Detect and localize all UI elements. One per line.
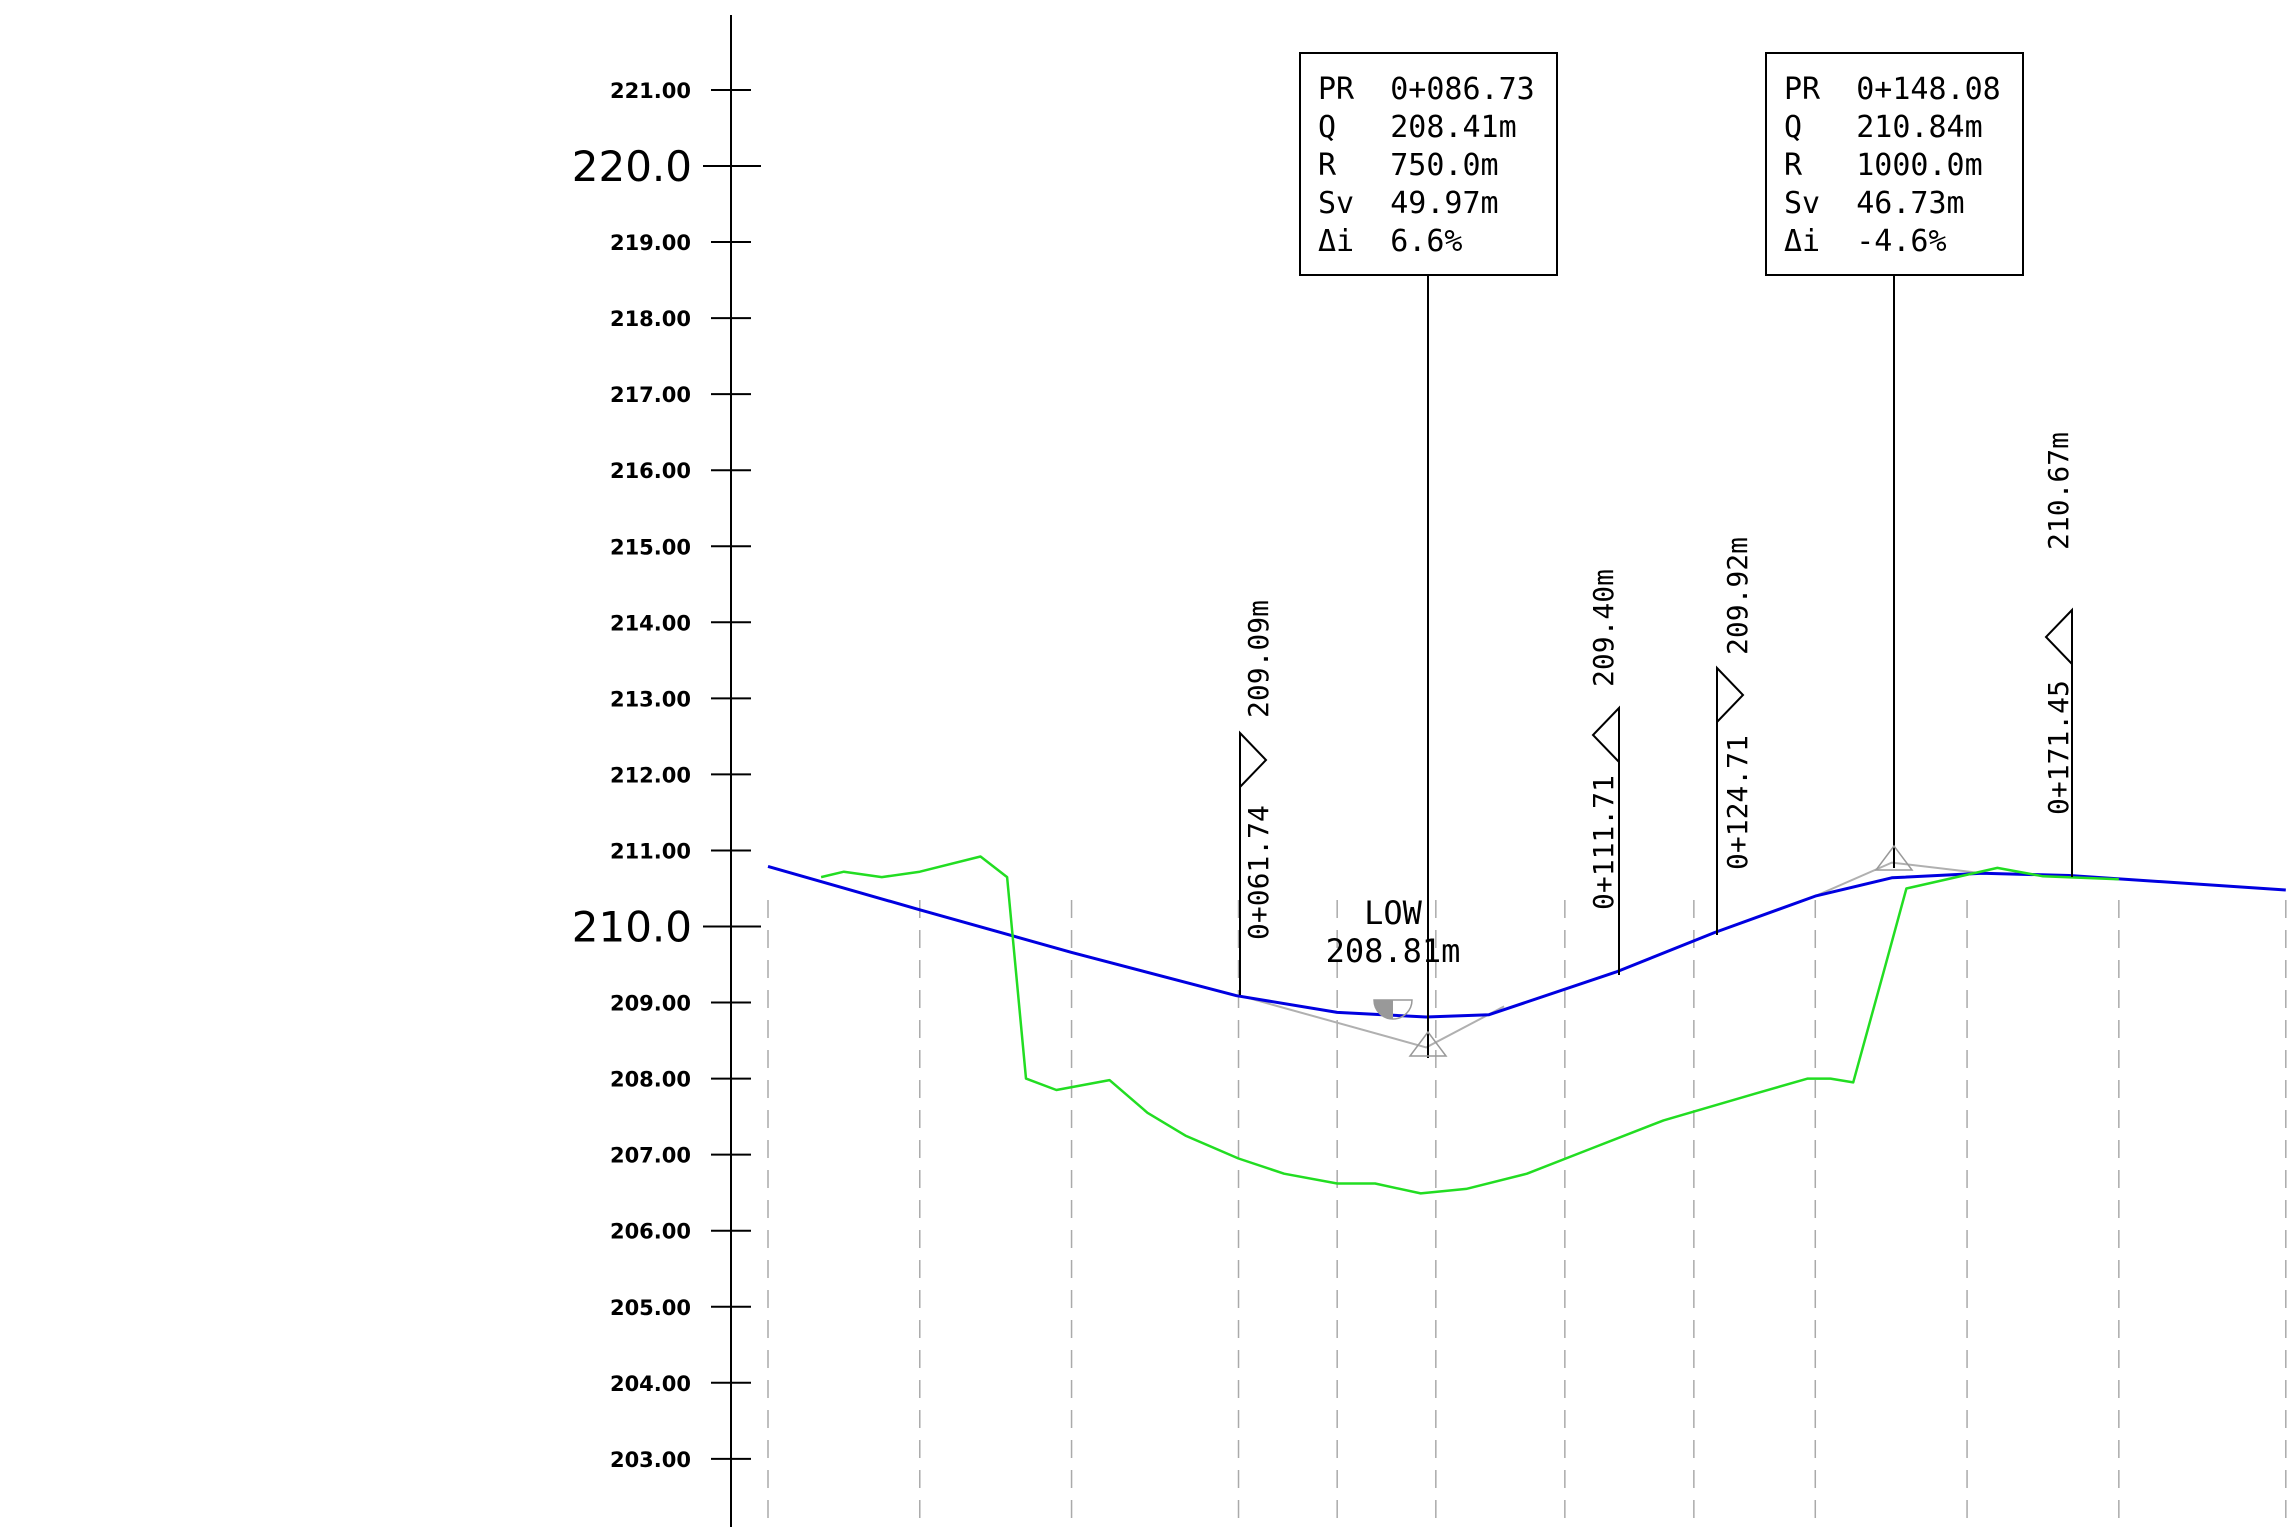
axis-major-label-210: 210.0: [572, 903, 692, 952]
station-marker-4: 210.67m 0+171.45: [2042, 432, 2075, 877]
axis-label-219: 219.00: [610, 231, 691, 255]
axis-label-215: 215.00: [610, 535, 691, 559]
low-label: LOW: [1364, 894, 1423, 932]
axis-label-206: 206.00: [610, 1220, 691, 1244]
axis-label-216: 216.00: [610, 459, 691, 483]
pvi-1-triangle: [1408, 1030, 1448, 1057]
pvi-1-sv: Sv 49.97m: [1318, 186, 1499, 221]
axis-label-212: 212.00: [610, 763, 691, 787]
low-point-annotation: LOW 208.81m: [1326, 894, 1461, 1020]
marker-4-elevation: 210.67m: [2042, 432, 2075, 550]
axis-label-202: 202.00: [610, 1524, 691, 1527]
axis-label-203: 203.00: [610, 1448, 691, 1472]
marker-1-elevation: 209.09m: [1242, 600, 1275, 718]
profile-series: [767, 855, 2286, 1195]
pvi-1-r: R 750.0m: [1318, 148, 1499, 183]
axis-label-204: 204.00: [610, 1372, 691, 1396]
axis-label-214: 214.00: [610, 611, 691, 635]
axis-label-213: 213.00: [610, 687, 691, 711]
pvi-2-sv: Sv 46.73m: [1784, 186, 1965, 221]
axis-label-221: 221.00: [610, 79, 691, 103]
marker-2-elevation: 209.40m: [1587, 569, 1620, 687]
marker-2-flag: [1591, 705, 1620, 765]
station-gridlines: [767, 900, 2287, 1527]
marker-4-station: 0+171.45: [2042, 680, 2075, 815]
marker-4-flag: [2044, 607, 2073, 667]
marker-1-station: 0+061.74: [1242, 805, 1275, 940]
station-marker-2: 209.40m 0+111.71: [1587, 569, 1620, 975]
tangent-pvi-2: [1814, 861, 1983, 897]
pvi-box-1: PR 0+086.73 Q 208.41m R 750.0m Sv 49.97m…: [1299, 52, 1558, 1058]
pvi-1-pr: PR 0+086.73: [1318, 72, 1535, 107]
pvi-2-r: R 1000.0m: [1784, 148, 1983, 183]
pvi-2-triangle: [1874, 844, 1914, 871]
marker-1-flag: [1239, 730, 1268, 790]
axis-label-209: 209.00: [610, 992, 691, 1016]
station-marker-3: 209.92m 0+124.71: [1716, 537, 1754, 935]
pvi-2-q: Q 210.84m: [1784, 110, 1983, 145]
pvi-1-di: Δi 6.6%: [1318, 224, 1463, 259]
marker-2-station: 0+111.71: [1587, 775, 1620, 910]
marker-3-station: 0+124.71: [1721, 735, 1754, 870]
tangent-pvi-1: [1239, 994, 1505, 1049]
axis-label-218: 218.00: [610, 307, 691, 331]
pvi-2-di: Δi -4.6%: [1784, 224, 1947, 259]
elevation-axis: 221.00 219.00 218.00 217.00 216.00 215.00 214.…: [572, 15, 761, 1527]
tangent-lines: [1239, 861, 1983, 1049]
pvi-box-2: PR 0+148.08 Q 210.84m R 1000.0m Sv 46.73…: [1765, 52, 2024, 871]
marker-3-elevation: 209.92m: [1721, 537, 1754, 655]
marker-3-flag: [1716, 665, 1745, 725]
axis-label-208: 208.00: [610, 1068, 691, 1092]
ground-profile-line: [820, 855, 2119, 1195]
pvi-1-q: Q 208.41m: [1318, 110, 1517, 145]
axis-label-211: 211.00: [610, 839, 691, 863]
axis-label-217: 217.00: [610, 383, 691, 407]
design-profile-line: [767, 864, 2286, 1019]
axis-major-label-220: 220.0: [572, 142, 692, 191]
station-marker-1: 209.09m 0+061.74: [1239, 600, 1275, 995]
axis-label-207: 207.00: [610, 1144, 691, 1168]
low-value: 208.81m: [1326, 932, 1461, 970]
axis-label-205: 205.00: [610, 1296, 691, 1320]
pvi-2-pr: PR 0+148.08: [1784, 72, 2001, 107]
